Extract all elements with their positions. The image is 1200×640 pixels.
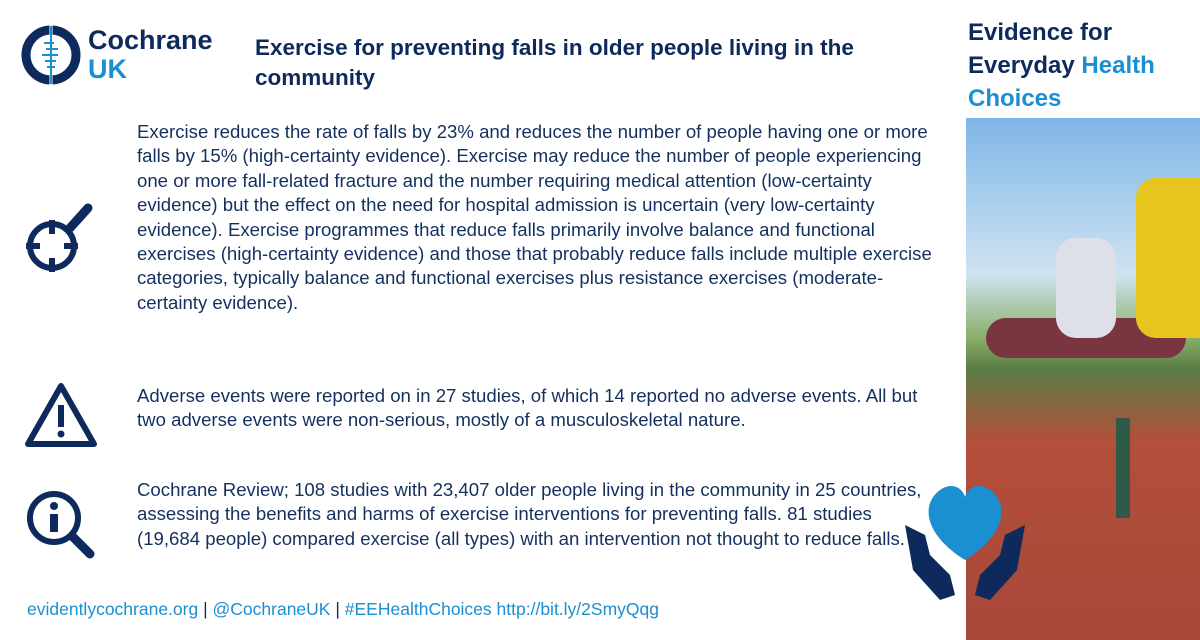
adverse-events-text: Adverse events were reported on in 27 st… [137,385,918,431]
warning-icon [25,383,97,447]
target-magnifier-icon [26,203,93,272]
tagline-highlight: Health Choices [968,52,1155,112]
tagline: Evidence for Everyday Health Choices [968,16,1198,115]
twitter-link[interactable]: @CochraneUK [212,599,331,619]
info-magnifier-icon [27,491,95,559]
separator: | [203,599,208,619]
logo-name: Cochrane [88,25,213,55]
findings-text: Exercise reduces the rate of falls by 23… [137,121,932,313]
short-link[interactable]: http://bit.ly/2SmyQqg [496,599,659,619]
hashtag-link[interactable]: #EEHealthChoices [344,599,492,619]
review-info-text: Cochrane Review; 108 studies with 23,407… [137,479,922,549]
heart-hands-icon [905,486,1025,600]
page-title: Exercise for preventing falls in older p… [255,35,854,90]
separator: | [335,599,340,619]
footer: evidentlycochrane.org | @CochraneUK | #E… [27,599,659,620]
logo-region: UK [88,54,127,84]
tagline-text: Evidence for Everyday [968,19,1113,79]
cochrane-logo-icon [21,24,81,86]
website-link[interactable]: evidentlycochrane.org [27,599,199,619]
